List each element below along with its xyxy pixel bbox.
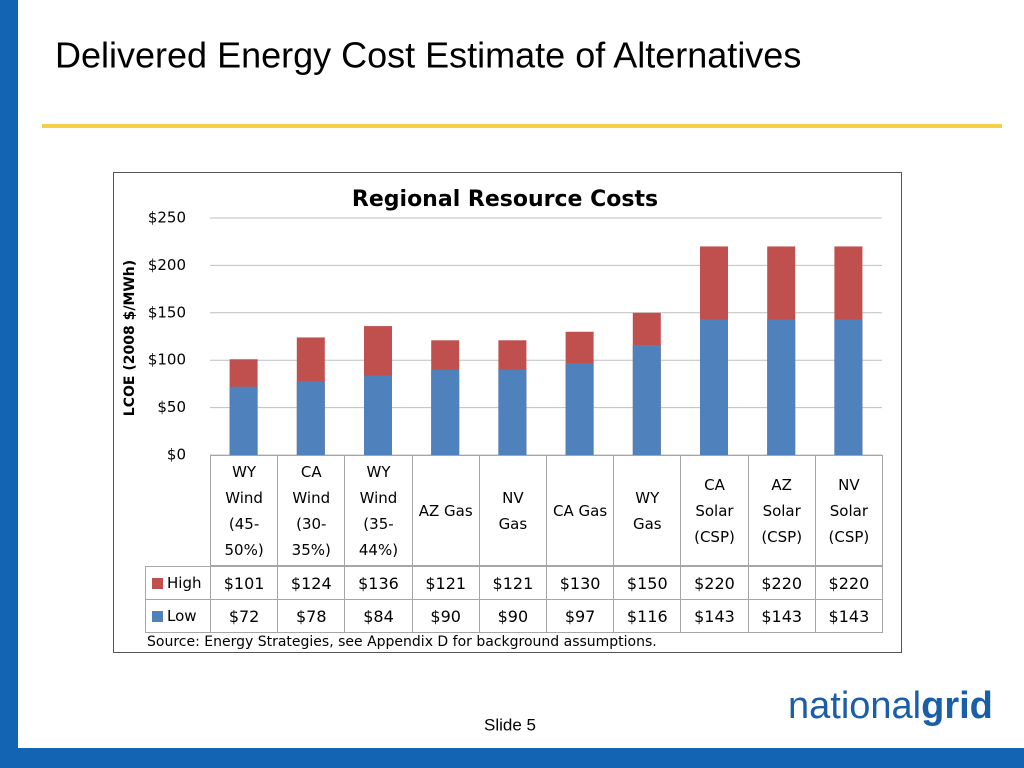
data-table-value: $143 xyxy=(747,599,816,633)
bar xyxy=(364,375,392,455)
slide-title: Delivered Energy Cost Estimate of Altern… xyxy=(55,35,801,76)
legend-swatch xyxy=(152,577,163,589)
legend-label: High xyxy=(167,574,202,592)
data-table-value: $90 xyxy=(478,599,547,633)
logo-part: grid xyxy=(921,685,993,727)
category-label: NV Gas xyxy=(478,455,547,566)
category-label: AZ Solar (CSP) xyxy=(747,455,816,566)
bar xyxy=(229,386,258,455)
footer: Slide 5 xyxy=(484,715,536,734)
source-note: Source: Energy Strategies, see Appendix … xyxy=(147,634,657,650)
category-label: WY Wind (35-44%) xyxy=(344,455,413,566)
bar xyxy=(700,319,728,455)
y-axis-label: LCOE (2008 $/MWh) xyxy=(122,260,138,416)
data-table-value: $150 xyxy=(613,566,682,600)
data-table-value: $121 xyxy=(411,566,480,600)
y-tick-label: $250 xyxy=(148,209,186,227)
data-table-value: $136 xyxy=(344,566,413,600)
legend-entry: Low xyxy=(145,599,211,633)
category-label: WY Wind (45-50%) xyxy=(210,455,279,566)
data-table-value: $143 xyxy=(814,599,883,633)
legend-label: Low xyxy=(167,607,197,625)
data-table-value: $143 xyxy=(680,599,749,633)
bottom-band xyxy=(0,748,1024,768)
chart-title: Regional Resource Costs xyxy=(352,187,658,212)
logo-part: national xyxy=(788,685,921,727)
bar xyxy=(565,363,594,455)
y-tick-label: $0 xyxy=(167,446,186,464)
bar xyxy=(632,345,661,455)
data-table-value: $124 xyxy=(277,566,346,600)
category-label: AZ Gas xyxy=(411,455,480,566)
y-tick-label: $200 xyxy=(148,256,186,274)
category-label: NV Solar (CSP) xyxy=(814,455,883,566)
left-band xyxy=(0,0,18,768)
y-tick-label: $50 xyxy=(157,398,186,416)
bar xyxy=(767,319,796,455)
bar xyxy=(431,369,460,455)
divider xyxy=(42,124,1002,128)
data-table-value: $220 xyxy=(814,566,883,600)
logo: nationalgrid xyxy=(788,685,993,727)
legend-swatch xyxy=(152,610,163,622)
y-tick-label: $100 xyxy=(148,351,186,369)
bar xyxy=(834,319,863,455)
legend-entry: High xyxy=(145,566,211,600)
data-table-value: $121 xyxy=(478,566,547,600)
bar xyxy=(296,381,325,455)
data-table-value: $72 xyxy=(210,599,279,633)
category-label: CA Solar (CSP) xyxy=(680,455,749,566)
data-table-value: $220 xyxy=(680,566,749,600)
category-label: WY Gas xyxy=(613,455,682,566)
category-label: CA Wind (30-35%) xyxy=(277,455,346,566)
y-tick-label: $150 xyxy=(148,303,186,321)
data-table-value: $220 xyxy=(747,566,816,600)
category-label: CA Gas xyxy=(546,455,615,566)
data-table-value: $116 xyxy=(613,599,682,633)
data-table-value: $90 xyxy=(411,599,480,633)
data-table-value: $84 xyxy=(344,599,413,633)
data-table-value: $97 xyxy=(546,599,615,633)
bar xyxy=(498,369,527,455)
data-table-value: $78 xyxy=(277,599,346,633)
data-table-value: $101 xyxy=(210,566,279,600)
data-table-value: $130 xyxy=(546,566,615,600)
